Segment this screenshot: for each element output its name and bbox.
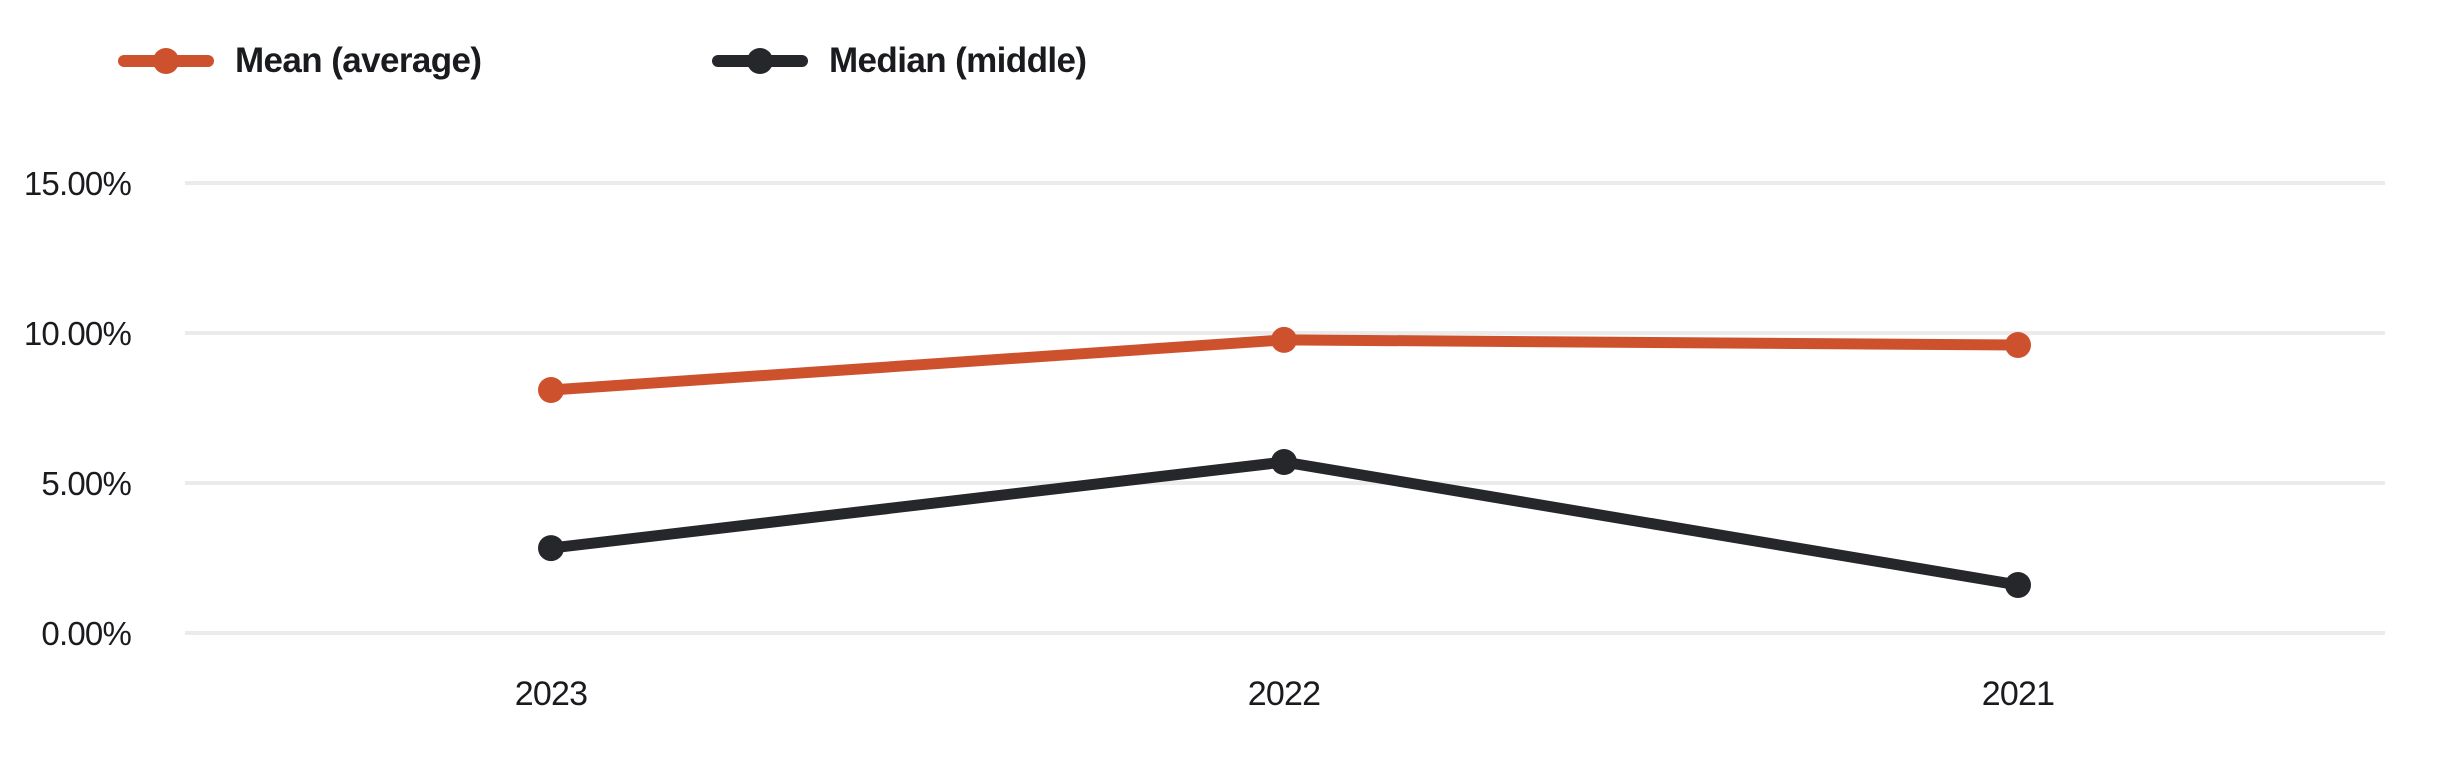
median-series-marker-icon <box>712 40 808 82</box>
x-axis-tick-label: 2021 <box>1982 675 2054 713</box>
legend-label-mean: Mean (average) <box>235 41 482 80</box>
series-line-median <box>545 456 2024 591</box>
data-point-mean-2021[interactable] <box>2005 332 2031 358</box>
y-axis-tick-label: 15.00% <box>24 165 132 202</box>
y-axis-tick-label: 10.00% <box>24 315 132 352</box>
data-point-median-2021[interactable] <box>2005 572 2031 598</box>
y-axis-tick-label: 5.00% <box>41 465 131 502</box>
mean-series-marker-icon <box>118 40 214 82</box>
legend-label-median: Median (middle) <box>829 41 1087 80</box>
median-marker-dot <box>747 48 773 74</box>
x-axis-tick-label: 2022 <box>1248 675 1320 713</box>
legend-item-mean[interactable]: Mean (average) <box>118 40 482 82</box>
y-axis-tick-label: 0.00% <box>41 615 131 652</box>
legend-item-median[interactable]: Median (middle) <box>712 40 1087 82</box>
x-axis-tick-label: 2023 <box>515 675 587 713</box>
data-point-mean-2023[interactable] <box>538 377 564 403</box>
mean-marker-dot <box>153 48 179 74</box>
data-point-median-2022[interactable] <box>1271 449 1297 475</box>
data-point-median-2023[interactable] <box>538 535 564 562</box>
data-point-mean-2022[interactable] <box>1271 326 1297 353</box>
